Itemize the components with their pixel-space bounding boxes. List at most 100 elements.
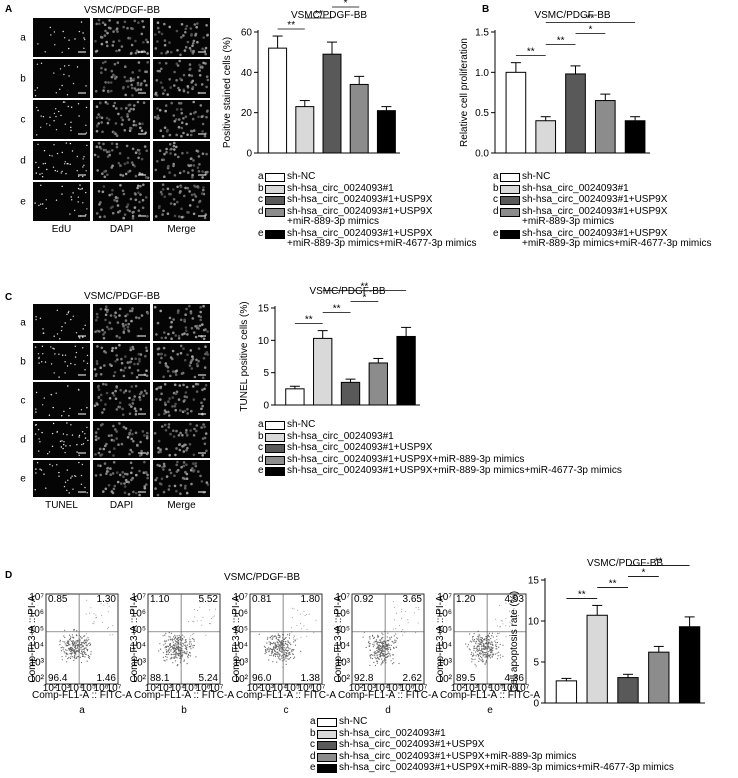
cell — [180, 319, 183, 322]
event — [471, 652, 472, 653]
cell — [138, 470, 141, 473]
cell — [170, 321, 173, 324]
event — [172, 646, 173, 647]
cell — [78, 188, 79, 189]
cell — [189, 429, 192, 432]
cell — [192, 159, 195, 162]
cell — [45, 361, 46, 362]
legend-swatch — [500, 185, 520, 194]
y-axis-label: TUNEL positive cells (%) — [239, 301, 250, 411]
event — [284, 647, 285, 648]
cell — [108, 194, 111, 197]
cell — [63, 441, 64, 442]
event — [108, 627, 109, 628]
event — [372, 658, 373, 659]
bar — [296, 107, 314, 153]
cell — [125, 479, 128, 482]
event — [292, 653, 293, 654]
event — [73, 660, 74, 661]
event — [374, 652, 375, 653]
legend-entry: csh-hsa_circ_0024093#1+USP9X — [258, 195, 477, 206]
cell — [137, 185, 140, 188]
cell — [37, 462, 38, 463]
event — [378, 658, 379, 659]
cell — [140, 327, 143, 330]
event — [171, 633, 172, 634]
cell — [41, 63, 42, 64]
column-label: Merge — [167, 224, 196, 235]
micrograph — [93, 59, 150, 98]
cell — [68, 75, 69, 76]
event — [194, 609, 195, 610]
event — [266, 650, 267, 651]
cell — [183, 332, 186, 335]
cell — [104, 308, 107, 311]
cell — [186, 211, 189, 214]
cell — [124, 355, 127, 358]
legend-swatch — [265, 433, 285, 442]
event — [194, 617, 195, 618]
cell — [181, 121, 184, 124]
cell — [204, 49, 207, 52]
cell — [100, 308, 103, 311]
cell — [180, 352, 183, 355]
cell — [123, 391, 126, 394]
event — [485, 657, 486, 658]
event — [277, 642, 278, 643]
cell — [131, 44, 134, 47]
cell — [121, 123, 124, 126]
cell — [104, 445, 107, 448]
cell — [94, 331, 97, 334]
significance-label: * — [588, 25, 592, 36]
cell — [205, 432, 208, 435]
event — [386, 648, 387, 649]
legend-swatch — [317, 753, 337, 762]
event — [471, 661, 472, 662]
cell — [79, 435, 80, 436]
event — [495, 642, 496, 643]
event — [170, 639, 171, 640]
significance-label: ** — [578, 589, 586, 600]
cell — [128, 403, 131, 406]
cell — [125, 319, 128, 322]
event — [488, 639, 489, 640]
cell — [136, 376, 139, 379]
cell — [163, 347, 166, 350]
cell — [189, 364, 192, 367]
cell — [162, 188, 165, 191]
event — [475, 643, 476, 644]
event — [382, 637, 383, 638]
event — [497, 626, 498, 627]
event — [81, 637, 82, 638]
cell — [115, 122, 118, 125]
cell — [117, 321, 120, 324]
cell — [192, 470, 195, 473]
cell — [78, 103, 79, 104]
event — [271, 653, 272, 654]
cell — [78, 462, 79, 463]
cell — [119, 389, 122, 392]
event — [59, 641, 60, 642]
event — [496, 639, 497, 640]
event — [93, 623, 94, 624]
cell — [155, 169, 158, 172]
event — [390, 655, 391, 656]
cell — [128, 493, 131, 496]
cell — [60, 115, 61, 116]
event — [286, 664, 287, 665]
cell — [51, 394, 52, 395]
flow-x-label: Comp-FL1-A :: FITC-A — [440, 690, 540, 701]
cell — [201, 48, 204, 51]
cell — [96, 50, 99, 53]
event — [72, 637, 73, 638]
event — [172, 662, 173, 663]
cell — [64, 101, 65, 102]
cell — [41, 115, 42, 116]
y-tick-label: 0 — [263, 401, 269, 412]
cell — [97, 113, 100, 116]
cell — [138, 396, 141, 399]
cell — [204, 135, 207, 138]
event — [497, 633, 498, 634]
cell — [106, 392, 109, 395]
event — [182, 652, 183, 653]
